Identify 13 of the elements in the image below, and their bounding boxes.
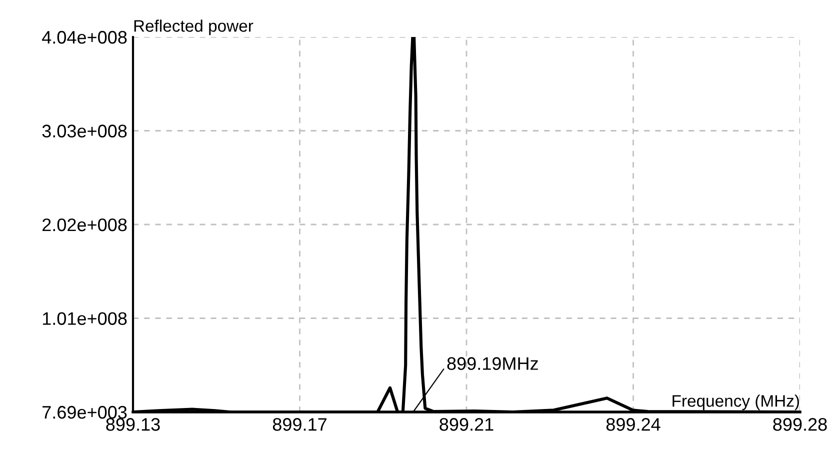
- x-axis-title: Frequency (MHz): [672, 394, 799, 410]
- x-tick-label: 899.21: [440, 418, 494, 431]
- x-tick-label: 899.17: [272, 418, 326, 431]
- x-tick-label: 899.24: [606, 418, 660, 431]
- annotation: 899.19MHz: [447, 357, 538, 370]
- y-tick-label: 1.01e+008: [42, 312, 127, 325]
- x-tick-label: 899.13: [106, 418, 160, 431]
- y-tick-label: 3.03e+008: [42, 124, 127, 138]
- y-tick-label: 2.02e+008: [42, 218, 127, 232]
- y-tick-label: 4.04e+008: [42, 30, 127, 44]
- y-axis-title: Reflected power: [134, 20, 254, 36]
- x-tick-label: 899.28: [773, 418, 827, 431]
- y-tick-label: 7.69e+003: [42, 406, 127, 419]
